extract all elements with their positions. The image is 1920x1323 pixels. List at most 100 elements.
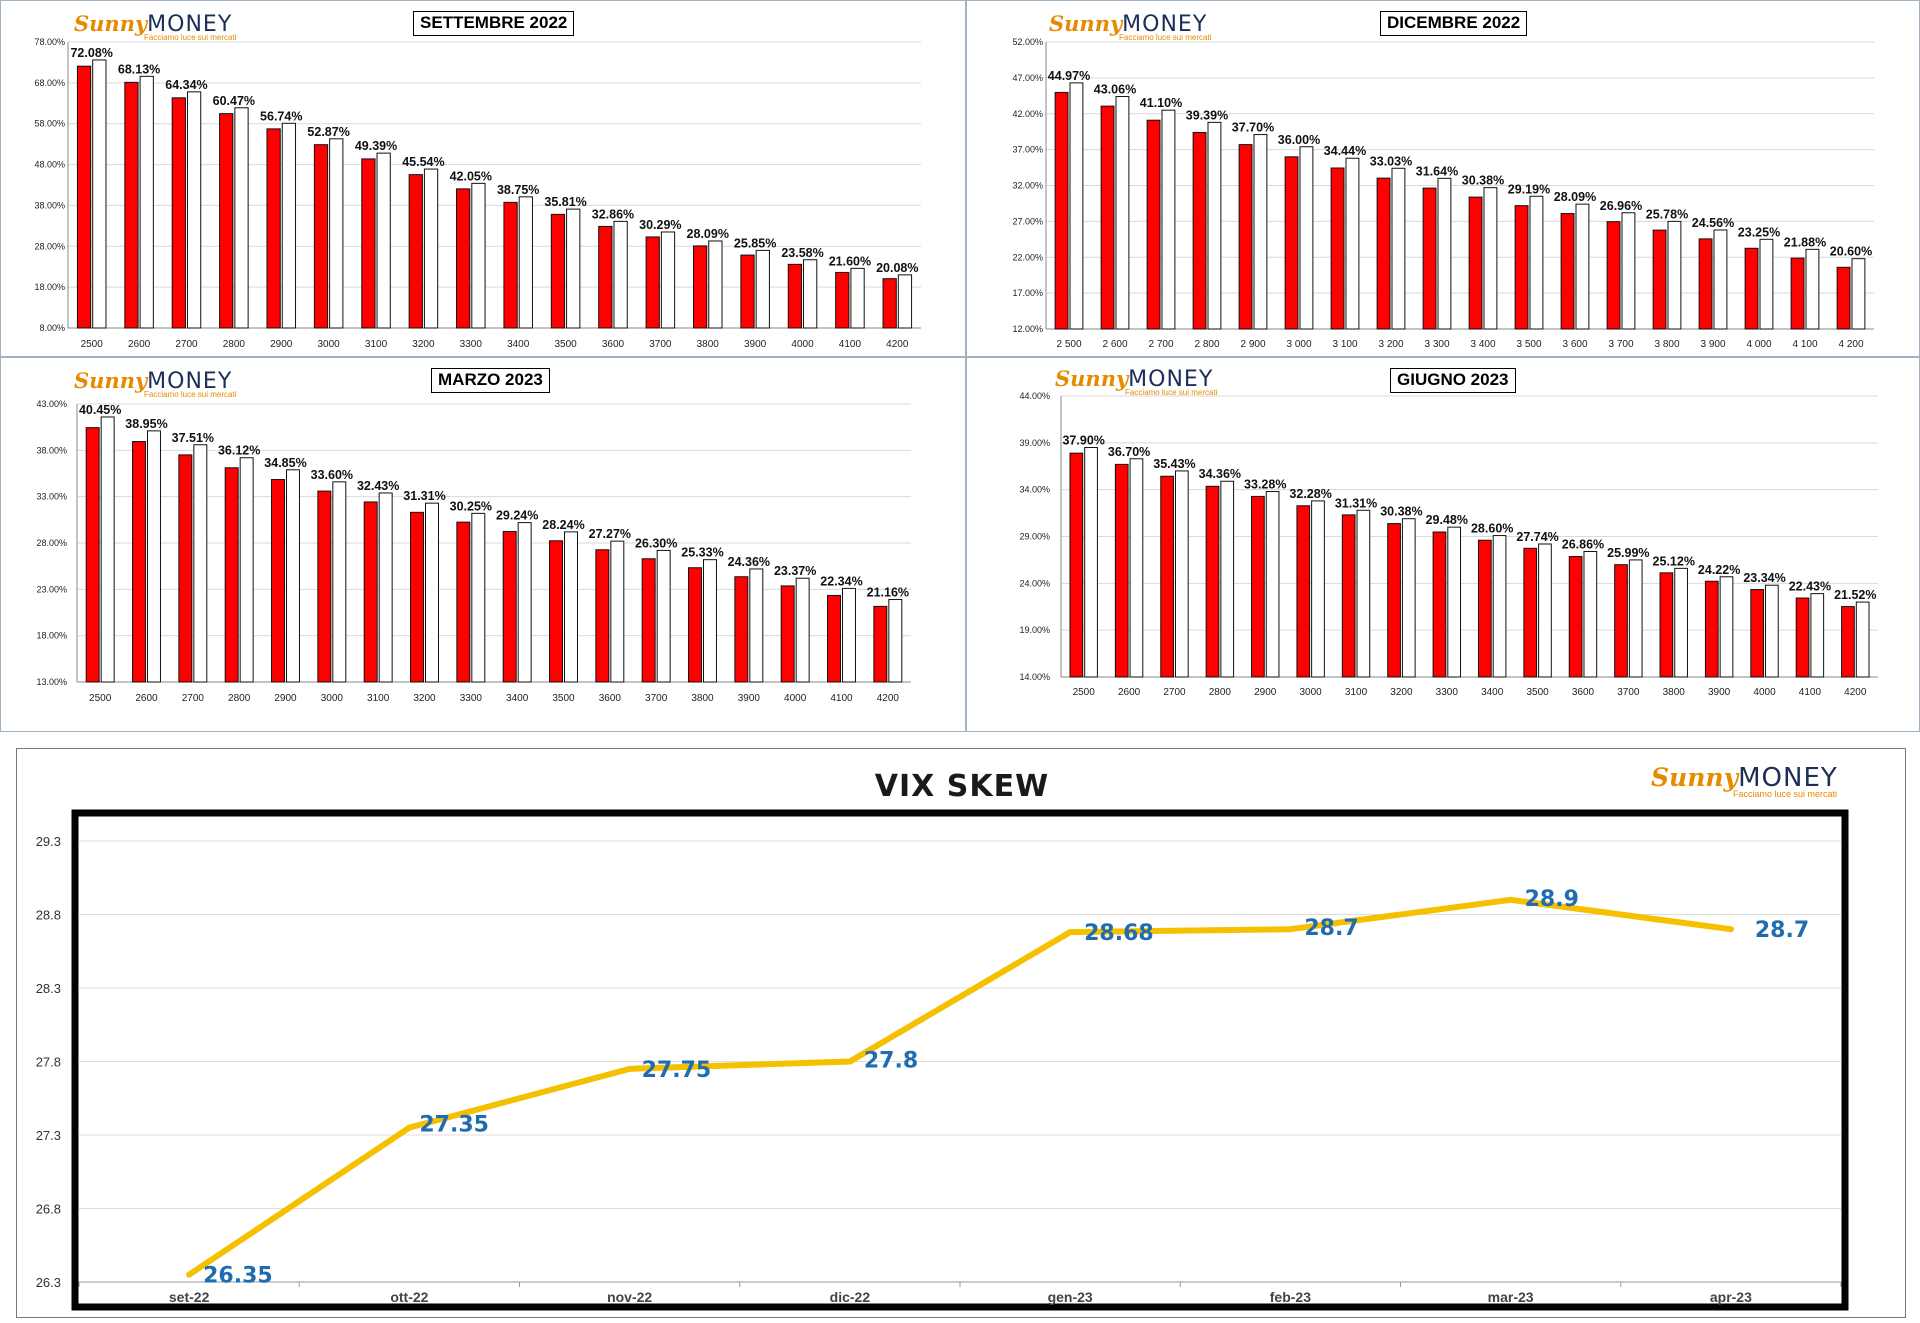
chart-panel-dicembre-2022: SunnyMONEY Facciamo luce sui mercati DIC… xyxy=(966,0,1920,357)
bar-red xyxy=(1606,221,1621,330)
bar-red xyxy=(410,511,425,683)
bar-white xyxy=(610,540,625,683)
x-tick-label: 2500 xyxy=(81,339,104,350)
data-label: 21.16% xyxy=(867,586,909,600)
bar-red xyxy=(317,490,332,683)
y-tick-label: 18.00% xyxy=(34,282,65,292)
x-tick-label: 3 600 xyxy=(1562,339,1587,350)
bar-red xyxy=(1744,247,1759,330)
y-tick-label: 28.00% xyxy=(36,538,67,548)
bar-red xyxy=(1284,156,1299,330)
bar-red xyxy=(1795,597,1810,678)
x-tick-label: 3700 xyxy=(645,693,668,704)
bar-red xyxy=(456,521,471,683)
x-tick-label: 3600 xyxy=(599,693,622,704)
data-label: 34.44% xyxy=(1324,144,1366,158)
data-label: 27.35 xyxy=(419,1113,489,1138)
bar-red xyxy=(76,65,92,329)
data-point xyxy=(1287,926,1294,933)
bar-white xyxy=(332,481,347,683)
x-tick-label: 4100 xyxy=(830,693,853,704)
chart-panel-marzo-2023: SunnyMONEY Facciamo luce sui mercati MAR… xyxy=(0,357,966,732)
data-label: 31.64% xyxy=(1416,164,1458,178)
bar-white xyxy=(92,59,107,329)
data-label: 68.13% xyxy=(118,62,160,76)
bar-red xyxy=(787,263,803,329)
x-tick-label: 4 200 xyxy=(1838,339,1863,350)
bar-white xyxy=(897,274,913,329)
bar-red xyxy=(780,585,795,683)
x-tick-label: 3 900 xyxy=(1700,339,1725,350)
y-tick-label: 14.00% xyxy=(1019,672,1050,682)
y-tick-label: 43.00% xyxy=(36,399,67,409)
bar-red xyxy=(1100,105,1115,330)
y-tick-label: 22.00% xyxy=(1012,252,1043,262)
y-tick-label: 28.8 xyxy=(36,908,61,923)
bar-red xyxy=(1523,547,1538,678)
bar-red xyxy=(1205,485,1220,678)
bar-white xyxy=(193,444,208,683)
bar-red xyxy=(502,531,517,683)
x-tick-label: 3900 xyxy=(1708,687,1731,698)
bar-white xyxy=(1174,470,1189,678)
bar-white xyxy=(471,182,486,329)
bar-white xyxy=(613,220,628,329)
data-label: 20.08% xyxy=(876,261,918,275)
bar-red xyxy=(1750,589,1765,678)
x-tick-label: 3500 xyxy=(1526,687,1549,698)
bar-red xyxy=(873,605,888,683)
data-label: 32.43% xyxy=(357,479,399,493)
bar-white xyxy=(1220,480,1235,678)
y-tick-label: 28.00% xyxy=(34,241,65,251)
data-label: 26.86% xyxy=(1562,537,1604,551)
bar-white xyxy=(139,75,154,329)
data-label: 21.60% xyxy=(829,254,871,268)
bar-red xyxy=(740,254,755,329)
y-tick-label: 24.00% xyxy=(1019,578,1050,588)
bar-red xyxy=(1652,229,1667,330)
data-label: 21.52% xyxy=(1834,588,1876,602)
bar-white xyxy=(1161,109,1176,330)
bar-red xyxy=(1432,531,1447,678)
bar-red xyxy=(266,128,281,329)
x-tick-label: 3 100 xyxy=(1332,339,1357,350)
sunny-money-logo: SunnyMONEY Facciamo luce sui mercati xyxy=(74,11,237,42)
bar-white xyxy=(1805,248,1820,330)
data-label: 33.28% xyxy=(1244,478,1286,492)
bar-white xyxy=(1391,167,1406,330)
bar-red xyxy=(1614,564,1628,678)
bar-red xyxy=(1514,205,1529,330)
bar-red xyxy=(734,576,749,683)
data-label: 52.87% xyxy=(307,125,349,139)
bar-white xyxy=(423,168,439,329)
x-tick-label: 3200 xyxy=(412,339,435,350)
data-label: 26.30% xyxy=(635,536,677,550)
data-label: 36.12% xyxy=(218,444,260,458)
data-label: 31.31% xyxy=(1335,496,1377,510)
x-tick-label: feb-23 xyxy=(1270,1289,1311,1305)
bar-red xyxy=(85,427,100,683)
bar-red xyxy=(1296,505,1311,678)
x-tick-label: 3400 xyxy=(507,339,530,350)
x-tick-label: 3 200 xyxy=(1378,339,1403,350)
bar-white xyxy=(329,138,344,329)
data-label: 23.34% xyxy=(1743,571,1785,585)
x-tick-label: 2600 xyxy=(1118,687,1141,698)
sunny-money-logo: SunnyMONEY Facciamo luce sui mercati xyxy=(74,368,237,399)
x-tick-label: 3100 xyxy=(367,693,390,704)
bar-white xyxy=(703,559,717,683)
data-label: 36.00% xyxy=(1278,133,1320,147)
y-tick-label: 38.00% xyxy=(36,445,67,455)
data-label: 37.90% xyxy=(1062,434,1104,448)
y-tick-label: 19.00% xyxy=(1019,625,1050,635)
bar-white xyxy=(517,522,532,683)
bar-red xyxy=(178,454,193,683)
x-tick-label: 3 800 xyxy=(1654,339,1679,350)
bar-red xyxy=(1376,177,1391,330)
bar-red xyxy=(827,594,842,683)
x-tick-label: apr-23 xyxy=(1710,1289,1752,1305)
x-tick-label: 2700 xyxy=(175,339,198,350)
bar-red xyxy=(456,188,471,329)
bar-red xyxy=(1477,539,1492,678)
x-tick-label: 3000 xyxy=(321,693,344,704)
